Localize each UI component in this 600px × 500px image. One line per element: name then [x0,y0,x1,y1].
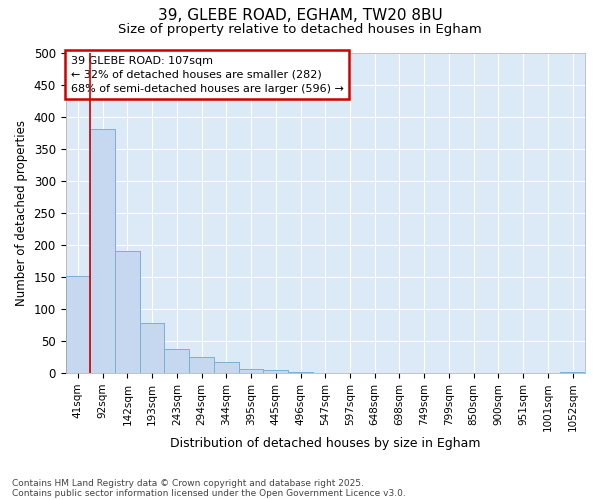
Text: Size of property relative to detached houses in Egham: Size of property relative to detached ho… [118,22,482,36]
Bar [560,372,585,373]
Bar [263,370,288,373]
Bar [65,276,90,373]
Bar [239,368,263,373]
X-axis label: Distribution of detached houses by size in Egham: Distribution of detached houses by size … [170,437,481,450]
Bar [115,252,140,373]
Bar [164,348,189,373]
Text: 39, GLEBE ROAD, EGHAM, TW20 8BU: 39, GLEBE ROAD, EGHAM, TW20 8BU [158,8,442,22]
Text: Contains public sector information licensed under the Open Government Licence v3: Contains public sector information licen… [12,488,406,498]
Bar [214,362,239,373]
Bar [90,130,115,373]
Bar [288,372,313,373]
Y-axis label: Number of detached properties: Number of detached properties [15,120,28,306]
Bar [189,357,214,373]
Text: Contains HM Land Registry data © Crown copyright and database right 2025.: Contains HM Land Registry data © Crown c… [12,478,364,488]
Text: 39 GLEBE ROAD: 107sqm
← 32% of detached houses are smaller (282)
68% of semi-det: 39 GLEBE ROAD: 107sqm ← 32% of detached … [71,56,344,94]
Bar [140,323,164,373]
